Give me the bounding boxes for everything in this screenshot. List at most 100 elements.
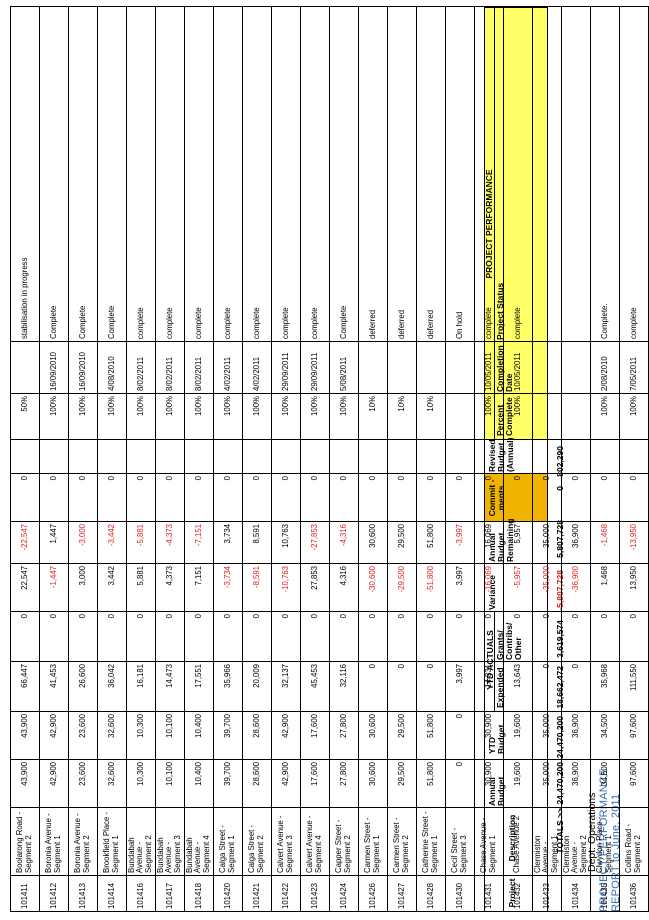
project-cell: 101420	[213, 875, 243, 912]
annual-remaining-cell: 5,957	[503, 521, 533, 564]
annual-remaining-cell: -3,442	[97, 521, 127, 564]
annual-budget-cell: 97,600	[619, 759, 649, 808]
completion-date-cell: 8/02/2011	[184, 341, 214, 394]
annual-budget-cell: 10,300	[126, 759, 156, 808]
project-cell: 101423	[300, 875, 330, 912]
commitments-cell: 0	[358, 473, 388, 522]
project-status-cell: complete	[619, 6, 649, 342]
description-cell: Bundabah Avenue - Segment 4	[184, 807, 214, 876]
description-cell: Calvert Avenue - Segment 3	[271, 807, 301, 876]
annual-budget-cell: 34,500	[590, 759, 620, 808]
revised-budget-cell	[561, 439, 591, 474]
annual-budget-cell: 10,400	[184, 759, 214, 808]
project-status-cell	[532, 6, 562, 342]
completion-date-cell	[561, 341, 591, 394]
commitments-cell: 0	[155, 473, 185, 522]
expended-cell: 17,551	[184, 661, 214, 712]
commitments-cell: 0	[126, 473, 156, 522]
percent-complete-cell: 100%	[97, 393, 127, 440]
annual-remaining-cell: 35,000	[532, 521, 562, 564]
ytd-budget-cell: 29,500	[387, 711, 417, 760]
project-status-cell: Complete.	[590, 6, 620, 342]
grants-cell: 0	[271, 611, 301, 662]
project-cell: 101428	[416, 875, 446, 912]
completion-date-cell: 29/09/2011	[300, 341, 330, 394]
ytd-budget-cell: 43,900	[10, 711, 40, 760]
description-cell: Cecil Street - Segment 3	[445, 807, 475, 876]
annual-budget-cell: 39,700	[213, 759, 243, 808]
annual-remaining-cell: 51,800	[416, 521, 446, 564]
project-status-cell: deferred	[416, 6, 446, 342]
ytd-budget-cell: 35,000	[532, 711, 562, 760]
project-status-cell: complete	[184, 6, 214, 342]
description-cell: Calga Street - Segment 1	[213, 807, 243, 876]
commitments-cell: 0	[68, 473, 98, 522]
project-cell: 101421	[242, 875, 272, 912]
expended-cell: 0	[532, 661, 562, 712]
grants-cell: 0	[590, 611, 620, 662]
variance-cell: 3,997	[445, 563, 475, 612]
ytd-budget-cell: 36,900	[561, 711, 591, 760]
project-status-cell: complete	[474, 6, 504, 342]
expended-cell: 111,550	[619, 661, 649, 712]
annual-budget-cell: 30,900	[474, 759, 504, 808]
expended-cell: 32,116	[329, 661, 359, 712]
grants-cell: 0	[126, 611, 156, 662]
grants-cell: 0	[532, 611, 562, 662]
revised-budget-cell	[532, 439, 562, 474]
commitments-cell: 0	[416, 473, 446, 522]
commitments-cell: 0	[184, 473, 214, 522]
description-cell: Clermiston Avenue - Segment 1	[532, 807, 562, 876]
table-row: 101428 Catherine Street - Segment 1 51,800…	[416, 6, 446, 912]
annual-budget-cell: 36,900	[561, 759, 591, 808]
commitments-cell: 0	[300, 473, 330, 522]
annual-budget-cell: 27,800	[329, 759, 359, 808]
project-status-cell: complete	[300, 6, 330, 342]
annual-budget-cell: 43,900	[10, 759, 40, 808]
completion-date-cell: 7/05/2011	[619, 341, 649, 394]
project-status-cell: deferred	[358, 6, 388, 342]
percent-complete-cell	[561, 393, 591, 440]
project-cell: 101417	[155, 875, 185, 912]
ytd-budget-cell: 10,400	[184, 711, 214, 760]
expended-cell: 3,997	[445, 661, 475, 712]
grants-cell: 0	[155, 611, 185, 662]
revised-budget-cell	[358, 439, 388, 474]
grants-cell: 0	[300, 611, 330, 662]
completion-date-cell: 10/05/2011	[503, 341, 533, 394]
description-cell: Boolarong Road - Segment 2	[10, 807, 40, 876]
expended-cell: 0	[387, 661, 417, 712]
completion-date-cell	[10, 341, 40, 394]
project-status-cell: Complete	[39, 6, 69, 342]
project-cell: 101430	[445, 875, 475, 912]
expended-cell: 36,042	[97, 661, 127, 712]
revised-budget-cell	[387, 439, 417, 474]
project-cell: 101432	[503, 875, 533, 912]
annual-remaining-cell: -22,547	[10, 521, 40, 564]
project-status-cell	[561, 6, 591, 342]
percent-complete-cell: 100%	[126, 393, 156, 440]
annual-remaining-cell: -3,000	[68, 521, 98, 564]
percent-complete-cell: 100%	[271, 393, 301, 440]
ytd-budget-cell: 27,800	[329, 711, 359, 760]
project-cell: 101414	[97, 875, 127, 912]
expended-cell: 20,009	[242, 661, 272, 712]
commitments-cell: 0	[271, 473, 301, 522]
revised-budget-cell	[271, 439, 301, 474]
description-cell: Bundabah Avenue - Segment 3	[155, 807, 185, 876]
ytd-budget-cell: 10,300	[126, 711, 156, 760]
annual-remaining-cell: -27,853	[300, 521, 330, 564]
table-row: 101426 Carmen Street - Segment 1 30,600 30,…	[358, 6, 388, 912]
percent-complete-cell	[445, 393, 475, 440]
table-row: 101422 Calvert Avenue - Segment 3 42,900 42…	[271, 6, 301, 912]
table-row: 101432 Chase Avenue 2 19,600 19,600 13,643 0-…	[503, 6, 533, 912]
annual-budget-cell: 0	[445, 759, 475, 808]
table-row: 101416 Bundabah Avenue - Segment 2 10,300 1…	[126, 6, 156, 912]
annual-remaining-cell: -3,997	[445, 521, 475, 564]
ytd-budget-cell: 42,900	[39, 711, 69, 760]
expended-cell: 41,453	[39, 661, 69, 712]
expended-cell: 0	[416, 661, 446, 712]
commitments-cell: 0	[590, 473, 620, 522]
revised-budget-cell	[126, 439, 156, 474]
percent-complete-cell: 100%	[242, 393, 272, 440]
